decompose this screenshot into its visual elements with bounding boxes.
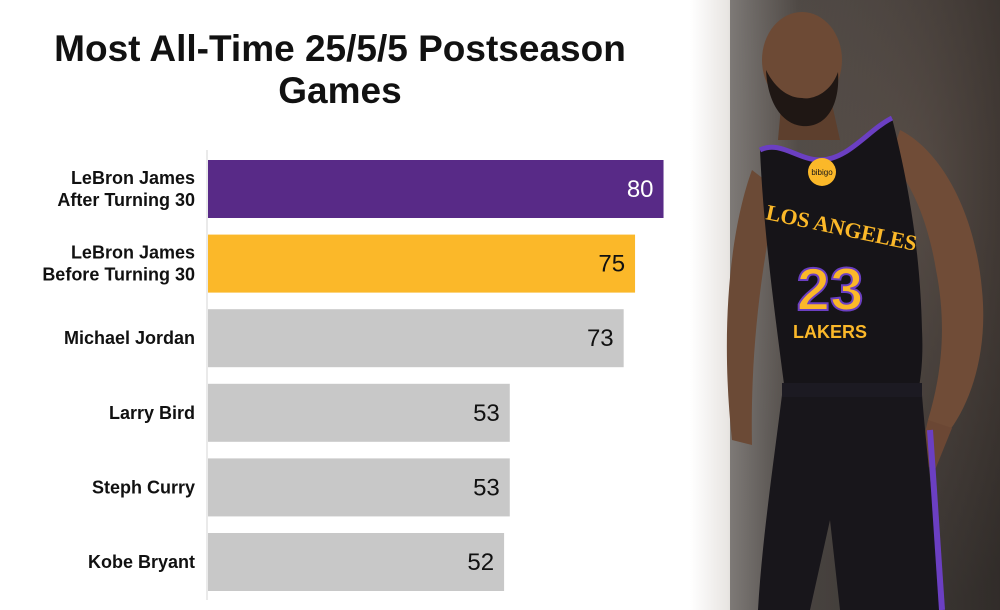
left-arm — [726, 170, 778, 445]
value-label-1: 80 — [627, 176, 654, 203]
category-label-2-line-1: LeBron James — [71, 243, 195, 263]
head — [762, 12, 842, 108]
category-label-3: Michael Jordan — [64, 328, 195, 348]
jersey — [760, 118, 923, 400]
category-label-1-line-1: LeBron James — [71, 168, 195, 188]
value-label-2: 75 — [598, 251, 625, 278]
category-label-2-line-2: Before Turning 30 — [42, 265, 195, 285]
player-photo: LOS ANGELES 23 LAKERS bibigo — [690, 0, 1000, 610]
shorts-trim — [927, 429, 945, 610]
category-label-5: Steph Curry — [92, 477, 195, 497]
bar-1 — [208, 160, 664, 218]
category-label-4: Larry Bird — [109, 403, 195, 423]
jersey-number: 23 — [797, 256, 864, 323]
chart-title: Most All-Time 25/5/5 Postseason Games — [30, 28, 650, 112]
value-label-3: 73 — [587, 325, 614, 352]
value-label-6: 52 — [467, 549, 494, 576]
sponsor-patch — [808, 158, 836, 186]
bar-4 — [208, 383, 510, 442]
shorts — [758, 395, 942, 610]
category-label-6: Kobe Bryant — [88, 552, 195, 572]
right-arm — [890, 130, 984, 430]
category-label-1-line-2: After Turning 30 — [57, 190, 195, 210]
jersey-wordmark: LAKERS — [793, 322, 867, 342]
bar-2 — [208, 234, 636, 293]
waistband — [782, 383, 922, 397]
chart-title-line-2: Games — [278, 70, 402, 111]
beard — [766, 70, 839, 127]
bar-5 — [208, 458, 510, 517]
value-label-4: 53 — [473, 400, 500, 427]
value-label-5: 53 — [473, 474, 500, 501]
sponsor-patch-text: bibigo — [811, 168, 833, 177]
bar-6 — [208, 533, 505, 591]
bar-3 — [208, 309, 624, 368]
chart-title-line-1: Most All-Time 25/5/5 Postseason — [54, 28, 626, 69]
